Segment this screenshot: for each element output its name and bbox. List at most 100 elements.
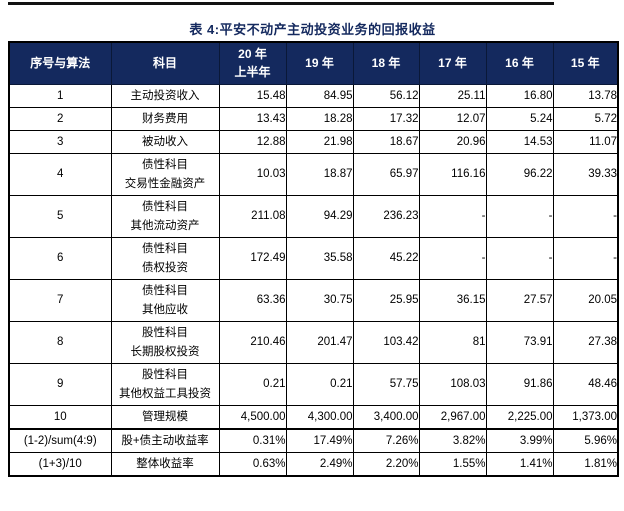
table-row: 6 债性科目 债权投资 172.49 35.58 45.22 - - - — [8, 237, 619, 280]
header-cell-15: 15 年 — [552, 41, 619, 85]
value-cell: 3,400.00 — [352, 405, 420, 430]
row-no-cell: 10 — [8, 405, 112, 430]
returns-table: 序号与算法 科目 20 年 上半年 19 年 18 年 17 年 16 年 15… — [8, 41, 619, 477]
value-cell: 5.24 — [485, 107, 554, 131]
value-cell: 27.38 — [552, 321, 619, 364]
value-cell: 210.46 — [218, 321, 287, 364]
value-cell: 27.57 — [485, 279, 554, 322]
subject-cell: 主动投资收入 — [110, 84, 220, 108]
table-row: 8 股性科目 长期股权投资 210.46 201.47 103.42 81 73… — [8, 321, 619, 364]
value-cell: 57.75 — [352, 363, 420, 406]
value-cell: 4,500.00 — [218, 405, 287, 430]
value-cell: 1,373.00 — [552, 405, 619, 430]
row-no-cell: 5 — [8, 195, 112, 238]
value-cell: 18.87 — [285, 153, 354, 196]
value-cell: 20.96 — [418, 130, 487, 154]
table-row: (1-2)/sum(4:9) 股+债主动收益率 0.31% 17.49% 7.2… — [8, 428, 619, 453]
subject-cell: 被动收入 — [110, 130, 220, 154]
value-cell: 56.12 — [352, 84, 420, 108]
value-cell: 18.28 — [285, 107, 354, 131]
subject-cell: 债性科目 其他流动资产 — [110, 195, 220, 238]
subject-cell: 股性科目 长期股权投资 — [110, 321, 220, 364]
value-cell: - — [418, 237, 487, 280]
table-row: 10 管理规模 4,500.00 4,300.00 3,400.00 2,967… — [8, 405, 619, 430]
table-row: 9 股性科目 其他权益工具投资 0.21 0.21 57.75 108.03 9… — [8, 363, 619, 406]
value-cell: 2.20% — [352, 452, 420, 477]
row-no-cell: 1 — [8, 84, 112, 108]
value-cell: 12.88 — [218, 130, 287, 154]
value-cell: 3.82% — [418, 428, 487, 453]
header-cell-subject: 科目 — [110, 41, 220, 85]
value-cell: 25.95 — [352, 279, 420, 322]
value-cell: 10.03 — [218, 153, 287, 196]
row-no-cell: 8 — [8, 321, 112, 364]
value-cell: - — [552, 237, 619, 280]
value-cell: 21.98 — [285, 130, 354, 154]
header-cell-17: 17 年 — [418, 41, 487, 85]
value-cell: 39.33 — [552, 153, 619, 196]
value-cell: 172.49 — [218, 237, 287, 280]
value-cell: 0.21 — [218, 363, 287, 406]
subject-cell: 整体收益率 — [110, 452, 220, 477]
subject-cell: 股性科目 其他权益工具投资 — [110, 363, 220, 406]
value-cell: 211.08 — [218, 195, 287, 238]
value-cell: 2,967.00 — [418, 405, 487, 430]
value-cell: 13.43 — [218, 107, 287, 131]
row-no-cell: 2 — [8, 107, 112, 131]
header-cell-19: 19 年 — [285, 41, 354, 85]
row-no-cell: (1-2)/sum(4:9) — [8, 428, 112, 453]
value-cell: 17.32 — [352, 107, 420, 131]
value-cell: 63.36 — [218, 279, 287, 322]
value-cell: 103.42 — [352, 321, 420, 364]
subject-cell: 股+债主动收益率 — [110, 428, 220, 453]
value-cell: - — [552, 195, 619, 238]
table-title: 表 4:平安不动产主动投资业务的回报收益 — [189, 22, 436, 37]
value-cell: 14.53 — [485, 130, 554, 154]
value-cell: 36.15 — [418, 279, 487, 322]
page-top-rule — [8, 2, 554, 5]
value-cell: 20.05 — [552, 279, 619, 322]
value-cell: 1.55% — [418, 452, 487, 477]
value-cell: 15.48 — [218, 84, 287, 108]
table-row: 3 被动收入 12.88 21.98 18.67 20.96 14.53 11.… — [8, 130, 619, 154]
value-cell: 96.22 — [485, 153, 554, 196]
value-cell: 1.41% — [485, 452, 554, 477]
table-row: 2 财务费用 13.43 18.28 17.32 12.07 5.24 5.72 — [8, 107, 619, 131]
value-cell: 3.99% — [485, 428, 554, 453]
header-cell-20h1: 20 年 上半年 — [218, 41, 287, 85]
row-no-cell: 9 — [8, 363, 112, 406]
row-no-cell: 7 — [8, 279, 112, 322]
header-cell-16: 16 年 — [485, 41, 554, 85]
value-cell: 81 — [418, 321, 487, 364]
value-cell: 11.07 — [552, 130, 619, 154]
value-cell: 5.72 — [552, 107, 619, 131]
row-no-cell: 6 — [8, 237, 112, 280]
header-cell-index-algo: 序号与算法 — [8, 41, 112, 85]
table-row: 7 债性科目 其他应收 63.36 30.75 25.95 36.15 27.5… — [8, 279, 619, 322]
value-cell: 2.49% — [285, 452, 354, 477]
value-cell: 65.97 — [352, 153, 420, 196]
value-cell: 18.67 — [352, 130, 420, 154]
value-cell: 0.21 — [285, 363, 354, 406]
value-cell: 108.03 — [418, 363, 487, 406]
subject-cell: 财务费用 — [110, 107, 220, 131]
subject-cell: 债性科目 其他应收 — [110, 279, 220, 322]
table-row: 1 主动投资收入 15.48 84.95 56.12 25.11 16.80 1… — [8, 84, 619, 108]
value-cell: 236.23 — [352, 195, 420, 238]
value-cell: 84.95 — [285, 84, 354, 108]
value-cell: 30.75 — [285, 279, 354, 322]
value-cell: 201.47 — [285, 321, 354, 364]
value-cell: 0.31% — [218, 428, 287, 453]
value-cell: - — [485, 195, 554, 238]
value-cell: 13.78 — [552, 84, 619, 108]
value-cell: 25.11 — [418, 84, 487, 108]
table-header-row: 序号与算法 科目 20 年 上半年 19 年 18 年 17 年 16 年 15… — [8, 41, 619, 85]
header-cell-18: 18 年 — [352, 41, 420, 85]
subject-cell: 债性科目 债权投资 — [110, 237, 220, 280]
value-cell: 48.46 — [552, 363, 619, 406]
value-cell: 91.86 — [485, 363, 554, 406]
value-cell: 17.49% — [285, 428, 354, 453]
row-no-cell: 4 — [8, 153, 112, 196]
subject-cell: 管理规模 — [110, 405, 220, 430]
value-cell: 73.91 — [485, 321, 554, 364]
